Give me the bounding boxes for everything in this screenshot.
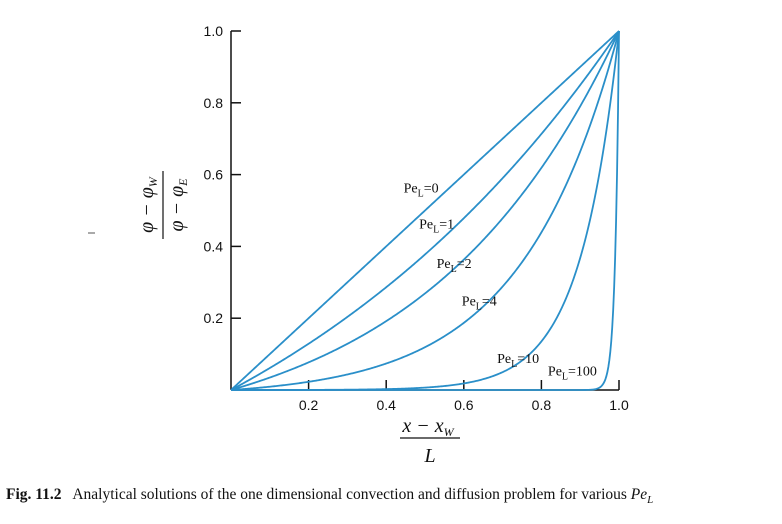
curve-labels: PeL=0 PeL=1 PeL=2 PeL=4 PeL=10 PeL=100 — [404, 182, 597, 383]
figure-caption: Fig. 11.2 Analytical solutions of the on… — [6, 486, 782, 506]
series-label-pe-10: PeL=10 — [497, 352, 539, 370]
series-line-pe-1 — [230, 30, 620, 391]
series-line-pe-0 — [230, 30, 620, 391]
y-tick-label-0.4: 0.4 — [204, 238, 224, 254]
chart-figure: 0.20.40.60.81.00.2 0.4 0.6 0.8 1.0 PeL=0PeL=… — [88, 23, 629, 467]
series-label-pe-4: PeL=4 — [462, 295, 497, 313]
series-label-pe-1: PeL=1 — [419, 217, 454, 235]
y-tick-label-0.8: 0.8 — [204, 95, 224, 111]
caption-text: Analytical solutions of the one dimensio… — [72, 486, 627, 503]
x-tick-label-0.6: 0.6 — [454, 397, 474, 413]
series-line-pe-4 — [230, 30, 620, 391]
y-axis-label: φ − φW φ − φE — [136, 171, 190, 239]
y-axis-label-denominator: φ − φE — [166, 178, 190, 232]
x-tick-label-0.4: 0.4 — [376, 397, 396, 413]
y-tick-label-1.0: 1.0 — [204, 23, 224, 39]
series-line-pe-2 — [230, 30, 620, 391]
x-axis-label: x − xW L — [400, 415, 460, 467]
curves — [230, 30, 620, 391]
caption-number: Fig. 11.2 — [6, 486, 62, 503]
y-axis-label-numerator: φ − φW — [136, 176, 160, 233]
series-label-pe-2: PeL=2 — [437, 257, 472, 275]
x-axis-label-numerator: x − xW — [401, 415, 454, 439]
x-tick-label-0.8: 0.8 — [532, 397, 552, 413]
x-tick-label-0.2: 0.2 — [299, 397, 319, 413]
y-tick-label-0.2: 0.2 — [204, 310, 224, 326]
series-label-pe-100: PeL=100 — [548, 365, 597, 383]
y-tick-label-0.6: 0.6 — [204, 167, 224, 183]
x-tick-label-1.0: 1.0 — [609, 397, 629, 413]
caption-variable: PeL — [630, 486, 654, 507]
series-line-pe-100 — [231, 30, 620, 391]
x-axis-label-denominator: L — [423, 445, 435, 467]
series-label-pe-0: PeL=0 — [404, 182, 439, 200]
